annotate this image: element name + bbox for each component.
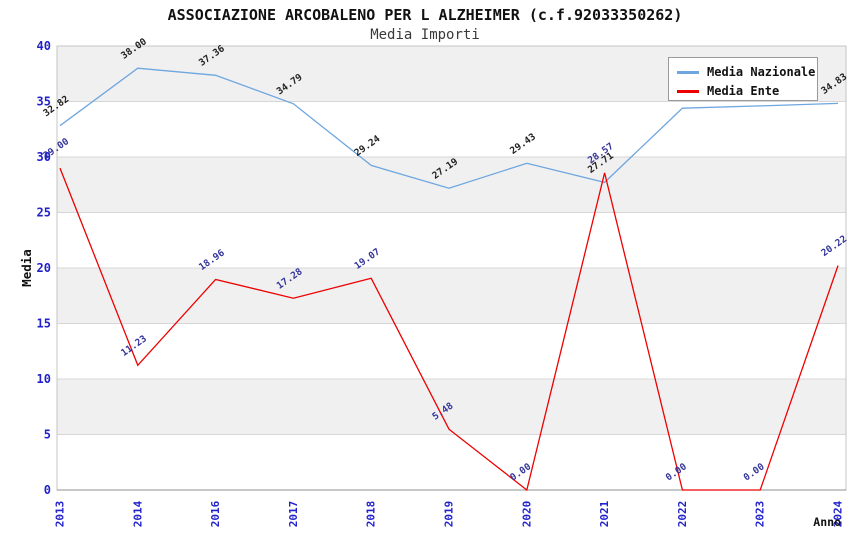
legend-label: Media Ente: [707, 84, 780, 98]
y-tick-label: 10: [37, 372, 51, 386]
x-tick-label: 2013: [54, 501, 67, 528]
plot-band: [57, 434, 846, 490]
x-tick-label: 2023: [754, 501, 767, 528]
y-tick-label: 20: [37, 261, 51, 275]
x-tick-label: 2018: [365, 501, 378, 528]
plot-band: [57, 101, 846, 157]
x-tick-label: 2016: [209, 500, 222, 527]
y-tick-label: 5: [44, 428, 51, 442]
plot-band: [57, 157, 846, 213]
x-tick-label: 2019: [443, 501, 456, 528]
plot-band: [57, 379, 846, 435]
x-tick-label: 2017: [287, 501, 300, 528]
y-tick-label: 35: [37, 95, 51, 109]
y-tick-label: 40: [37, 39, 51, 53]
y-tick-label: 30: [37, 150, 51, 164]
x-axis-title: Anno: [813, 515, 841, 529]
x-tick-label: 2024: [832, 500, 845, 527]
series-line-media-ente: [59, 167, 839, 492]
plot-band: [57, 323, 846, 379]
y-axis-title: Media: [19, 249, 34, 287]
media-nazionale-line-swatch: [677, 71, 699, 74]
legend-item-media-ente: Media Ente: [677, 82, 817, 101]
chart-title: ASSOCIAZIONE ARCOBALENO PER L ALZHEIMER …: [167, 6, 683, 24]
media-ente-line-swatch: [677, 90, 699, 93]
y-tick-label: 15: [37, 317, 51, 331]
legend-item-media-nazionale: Media Nazionale: [677, 63, 817, 82]
y-tick-label: 25: [37, 206, 51, 220]
x-tick-label: 2014: [131, 500, 144, 527]
chart-subtitle: Media Importi: [370, 27, 480, 43]
legend-label: Media Nazionale: [707, 65, 816, 79]
series-line-media-nazionale: [59, 67, 839, 189]
y-tick-label: 0: [44, 483, 51, 497]
x-tick-label: 2021: [598, 500, 611, 527]
plot-band: [57, 268, 846, 324]
x-tick-label: 2020: [520, 501, 533, 528]
x-tick-label: 2022: [676, 501, 689, 528]
legend: Media Nazionale Media Ente: [668, 57, 818, 101]
plot-band: [57, 212, 846, 268]
